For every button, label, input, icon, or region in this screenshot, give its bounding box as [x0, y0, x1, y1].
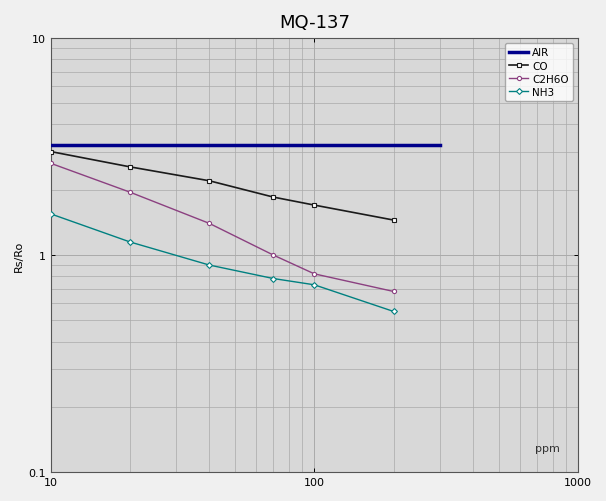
NH3	[47, 211, 54, 217]
C2H6O	[390, 289, 398, 295]
AIR	[47, 143, 54, 149]
Text: ppm: ppm	[534, 443, 560, 453]
NH3	[311, 282, 318, 288]
NH3	[205, 263, 213, 269]
CO	[47, 149, 54, 155]
C2H6O	[126, 190, 133, 196]
AIR	[436, 143, 444, 149]
NH3	[270, 276, 277, 282]
C2H6O	[311, 271, 318, 277]
CO	[311, 203, 318, 209]
Y-axis label: Rs/Ro: Rs/Ro	[14, 240, 24, 271]
Legend: AIR, CO, C2H6O, NH3: AIR, CO, C2H6O, NH3	[505, 44, 573, 102]
CO	[390, 217, 398, 223]
C2H6O	[205, 221, 213, 227]
Line: C2H6O: C2H6O	[48, 162, 396, 294]
Line: CO: CO	[48, 150, 396, 223]
C2H6O	[47, 161, 54, 167]
CO	[205, 178, 213, 184]
CO	[126, 164, 133, 170]
Line: NH3: NH3	[48, 212, 396, 314]
C2H6O	[270, 253, 277, 259]
Title: MQ-137: MQ-137	[279, 14, 350, 32]
CO	[270, 195, 277, 201]
NH3	[126, 239, 133, 245]
NH3	[390, 309, 398, 315]
